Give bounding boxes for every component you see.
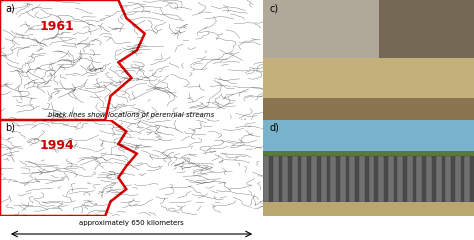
Text: c): c): [269, 4, 279, 14]
Bar: [263, 156, 269, 202]
Bar: [388, 156, 393, 202]
Bar: [301, 156, 307, 202]
Bar: [369, 156, 374, 202]
Text: approximately 650 kilometers: approximately 650 kilometers: [79, 220, 184, 226]
Text: 1961: 1961: [39, 20, 74, 33]
Text: 1994: 1994: [39, 139, 74, 152]
Bar: [330, 156, 336, 202]
Bar: [263, 120, 474, 151]
Bar: [359, 156, 365, 202]
Text: a): a): [5, 4, 15, 14]
Bar: [378, 156, 384, 202]
Bar: [320, 156, 327, 202]
Bar: [292, 156, 298, 202]
Text: black lines show locations of perennial streams: black lines show locations of perennial …: [48, 112, 215, 118]
Bar: [282, 156, 288, 202]
Bar: [379, 0, 474, 76]
Bar: [263, 58, 474, 98]
Bar: [263, 0, 474, 58]
Bar: [455, 156, 461, 202]
Bar: [397, 156, 403, 202]
Bar: [436, 156, 442, 202]
Bar: [407, 156, 413, 202]
Bar: [263, 98, 474, 120]
Text: b): b): [5, 123, 15, 133]
Polygon shape: [0, 120, 137, 216]
Bar: [417, 156, 422, 202]
Bar: [263, 156, 474, 202]
Bar: [349, 156, 356, 202]
Bar: [263, 151, 474, 156]
Bar: [426, 156, 432, 202]
Bar: [263, 202, 474, 216]
Bar: [311, 156, 317, 202]
Bar: [465, 156, 470, 202]
Polygon shape: [0, 0, 145, 120]
Bar: [340, 156, 346, 202]
Text: d): d): [269, 123, 279, 133]
Bar: [445, 156, 451, 202]
Bar: [273, 156, 279, 202]
